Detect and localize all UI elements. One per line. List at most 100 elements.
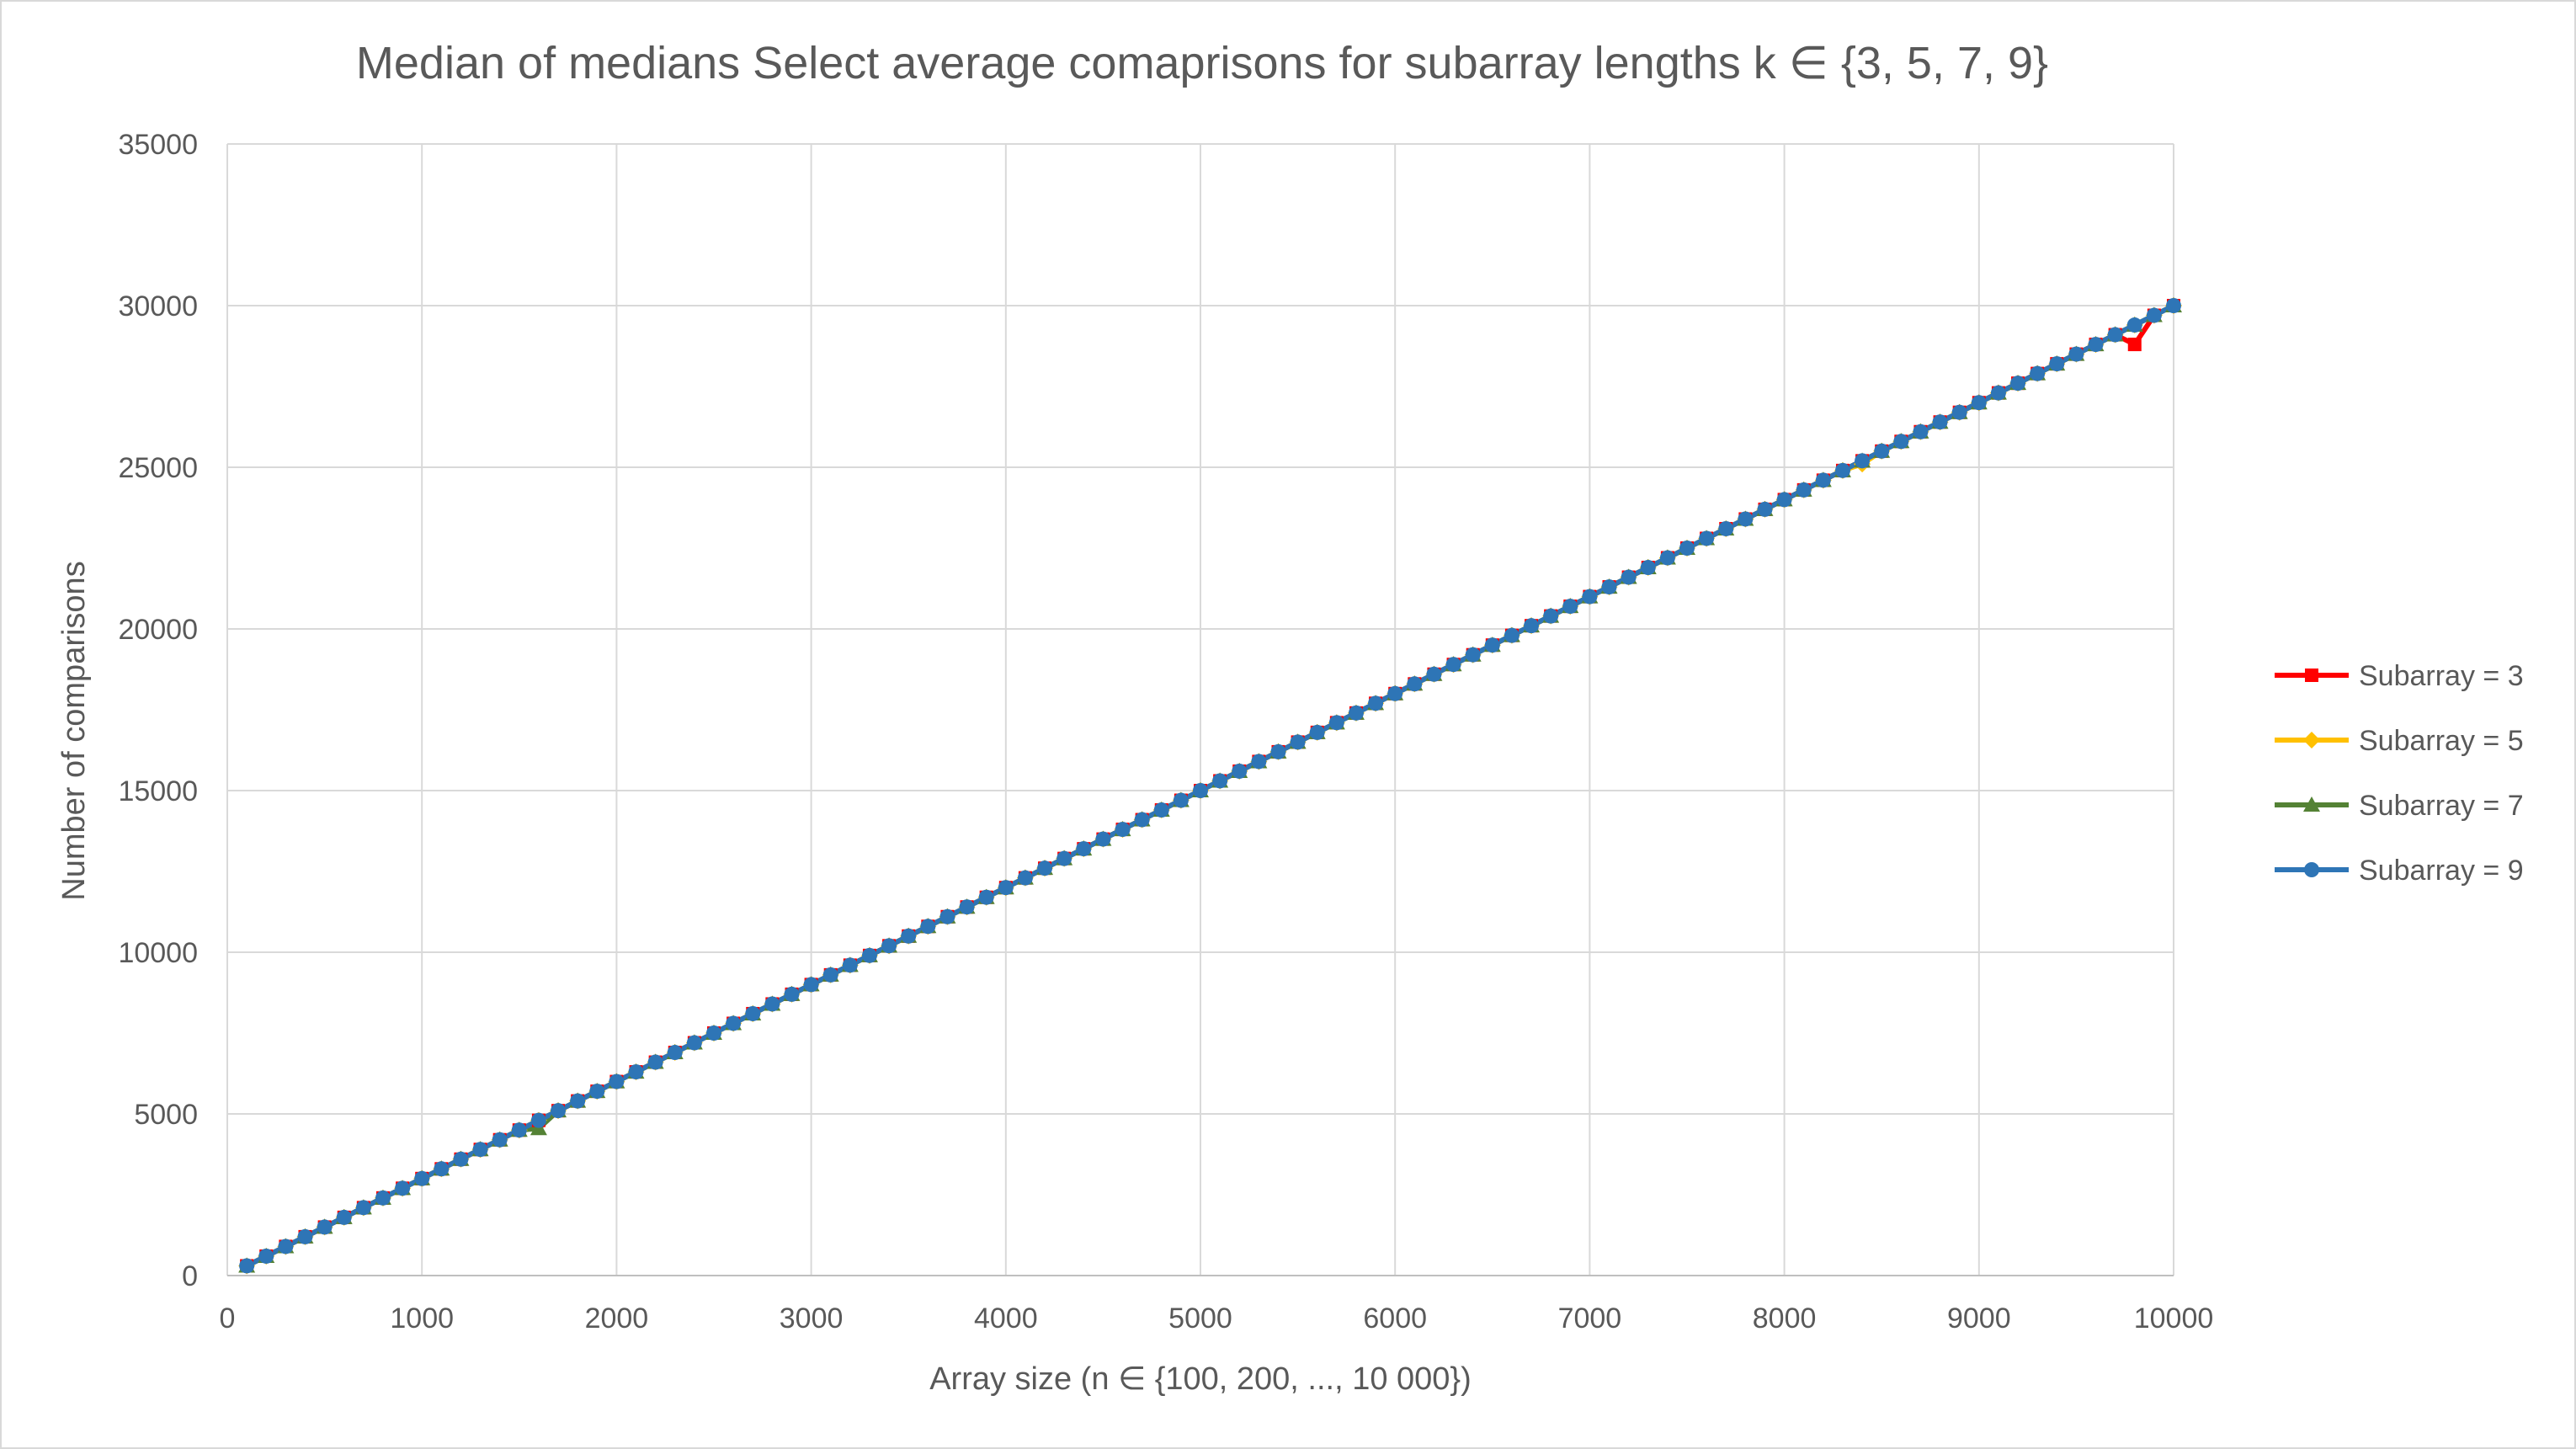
data-point <box>1543 608 1559 624</box>
data-point <box>414 1170 430 1186</box>
data-point <box>375 1190 391 1206</box>
data-point <box>1718 520 1734 536</box>
data-point <box>492 1132 508 1148</box>
data-point <box>939 908 955 924</box>
x-tick-label: 5000 <box>1168 1303 1232 1334</box>
data-point <box>1212 773 1228 789</box>
data-point <box>570 1093 586 1109</box>
data-point <box>1232 763 1248 779</box>
data-point <box>667 1045 683 1061</box>
data-point <box>2166 298 2181 313</box>
x-tick-label: 8000 <box>1753 1303 1817 1334</box>
data-point <box>395 1180 411 1196</box>
data-point <box>1095 831 1111 847</box>
data-point <box>1679 541 1695 556</box>
legend-marker <box>2303 796 2320 812</box>
data-point <box>920 919 936 935</box>
legend-item: Subarray = 5 <box>2275 725 2524 757</box>
data-point <box>1699 530 1715 546</box>
y-axis-tick-labels: 0 5000 10000 15000 20000 25000 30000 35000 <box>118 129 198 1292</box>
y-tick-label: 0 <box>182 1260 198 1292</box>
x-tick-label: 3000 <box>780 1303 844 1334</box>
data-point <box>784 986 800 1002</box>
data-point <box>278 1239 294 1255</box>
legend-label: Subarray = 7 <box>2359 790 2524 822</box>
data-point <box>258 1248 274 1264</box>
x-tick-label: 9000 <box>1947 1303 2011 1334</box>
y-tick-label: 25000 <box>118 452 198 484</box>
data-point <box>1659 550 1675 566</box>
data-point <box>1601 579 1617 595</box>
data-point <box>1115 822 1131 838</box>
data-point <box>1251 754 1267 770</box>
x-tick-label: 2000 <box>585 1303 649 1334</box>
legend-marker <box>2303 732 2320 748</box>
data-point <box>1990 385 2006 401</box>
legend-item: Subarray = 3 <box>2275 660 2524 692</box>
data-point <box>842 957 858 973</box>
y-tick-label: 35000 <box>118 129 198 161</box>
data-point <box>959 899 975 915</box>
y-tick-label: 20000 <box>118 614 198 646</box>
data-point <box>1893 434 1909 450</box>
data-point <box>647 1054 663 1070</box>
y-axis-title: Number of comparisons <box>56 561 92 900</box>
data-point <box>706 1025 721 1041</box>
data-point <box>1270 743 1286 759</box>
data-point <box>336 1209 352 1225</box>
data-point <box>1484 637 1500 653</box>
y-tick-label: 15000 <box>118 775 198 807</box>
data-point <box>1387 685 1403 701</box>
data-point <box>1640 560 1656 576</box>
chart-title: Median of medians Select average comapri… <box>356 38 2048 88</box>
data-point <box>1582 589 1598 605</box>
data-point <box>1426 666 1442 682</box>
legend-item: Subarray = 9 <box>2275 855 2524 887</box>
y-tick-label: 30000 <box>118 290 198 322</box>
data-point <box>1971 395 1987 411</box>
data-point <box>1504 627 1520 643</box>
x-tick-label: 1000 <box>390 1303 454 1334</box>
data-point <box>2030 365 2046 381</box>
data-point <box>1037 860 1053 876</box>
data-point <box>1445 657 1461 673</box>
data-point <box>628 1064 644 1080</box>
series-line-4 <box>244 303 2176 1269</box>
data-point <box>1757 501 1773 517</box>
data-point <box>901 928 917 944</box>
data-point <box>1056 850 1072 866</box>
x-axis-title: Array size (n ∈ {100, 200, ..., 10 000}) <box>929 1361 1472 1397</box>
legend-label: Subarray = 5 <box>2359 725 2524 757</box>
data-point <box>764 996 780 1012</box>
data-point <box>1815 472 1831 488</box>
y-tick-label: 10000 <box>118 937 198 969</box>
data-point <box>2107 327 2123 343</box>
data-point <box>1465 647 1481 663</box>
data-point <box>453 1151 469 1167</box>
data-point <box>1368 695 1384 711</box>
data-point <box>1328 715 1344 731</box>
data-point <box>881 938 897 954</box>
data-point <box>1951 404 1967 420</box>
legend: Subarray = 3 Subarray = 5 Subarray = 7 Suba… <box>2275 660 2524 887</box>
data-point <box>861 947 877 963</box>
series-lines <box>244 303 2176 1269</box>
data-point <box>803 977 819 993</box>
data-point <box>589 1084 605 1100</box>
data-point <box>745 1005 761 1021</box>
data-point <box>434 1161 450 1177</box>
data-point <box>2126 317 2142 333</box>
data-point <box>1621 569 1637 585</box>
data-point <box>317 1219 333 1235</box>
data-point <box>1738 511 1754 527</box>
data-point <box>822 967 838 983</box>
data-point <box>1290 734 1306 750</box>
data-point <box>472 1142 488 1158</box>
data-point <box>2010 376 2026 392</box>
data-point <box>2088 337 2104 353</box>
gridlines <box>226 143 2174 1276</box>
data-point <box>2146 307 2162 323</box>
data-point <box>2127 338 2142 352</box>
legend-label: Subarray = 9 <box>2359 855 2524 887</box>
